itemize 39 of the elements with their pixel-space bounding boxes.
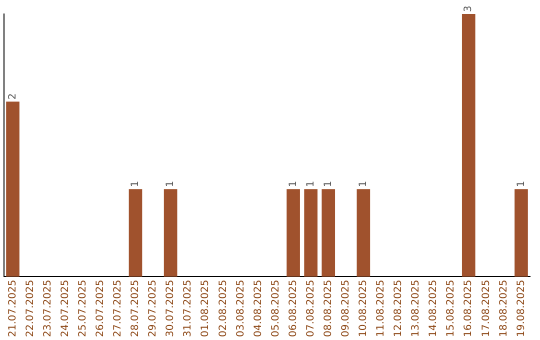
data-label: 3: [463, 6, 474, 12]
x-tick-label: 28.07.2025: [130, 280, 142, 338]
x-tick-label: 07.08.2025: [305, 280, 316, 338]
data-label: 2: [7, 93, 18, 100]
x-tick-label: 18.08.2025: [498, 280, 510, 338]
x-tick-label: 19.08.2025: [516, 280, 527, 338]
x-tick-label: 12.08.2025: [393, 280, 404, 338]
x-tick-label: 06.08.2025: [288, 280, 299, 338]
x-tick-label: 26.07.2025: [95, 280, 106, 338]
x-tick-label: 31.07.2025: [182, 280, 194, 338]
x-tick-label: 16.08.2025: [463, 280, 474, 338]
x-tick-label: 24.07.2025: [60, 280, 71, 338]
x-tick-label: 02.08.2025: [218, 280, 229, 338]
x-tick-label: 17.08.2025: [480, 280, 492, 338]
data-label: 1: [322, 180, 334, 188]
x-tick-label: 04.08.2025: [252, 280, 264, 338]
x-tick-label: 01.08.2025: [200, 280, 212, 338]
data-label: 1: [288, 180, 299, 188]
x-tick-label: 13.08.2025: [410, 280, 422, 338]
data-label: 1: [516, 180, 527, 188]
data-label: 1: [305, 180, 316, 188]
x-tick-label: 22.07.2025: [24, 280, 36, 338]
x-tick-label: 27.07.2025: [112, 280, 124, 338]
data-label: 1: [165, 180, 176, 188]
x-tick-label: 03.08.2025: [235, 280, 246, 338]
x-tick-label: 29.07.2025: [148, 280, 159, 338]
x-tick-label: 11.08.2025: [376, 280, 387, 338]
x-tick-label: 14.08.2025: [428, 280, 440, 338]
x-tick-label: 09.08.2025: [340, 280, 352, 338]
x-tick-label: 08.08.2025: [322, 280, 334, 338]
x-tick-label: 25.07.2025: [77, 280, 88, 338]
x-tick-label: 30.07.2025: [165, 280, 176, 338]
x-tick-label: 15.08.2025: [446, 280, 457, 338]
x-tick-label: 21.07.2025: [7, 280, 18, 338]
data-label: 1: [358, 180, 370, 188]
x-tick-label: 10.08.2025: [358, 280, 370, 338]
x-tick-label: 23.07.2025: [42, 280, 54, 338]
x-tick-label: 05.08.2025: [270, 280, 282, 338]
data-label: 1: [130, 180, 142, 188]
